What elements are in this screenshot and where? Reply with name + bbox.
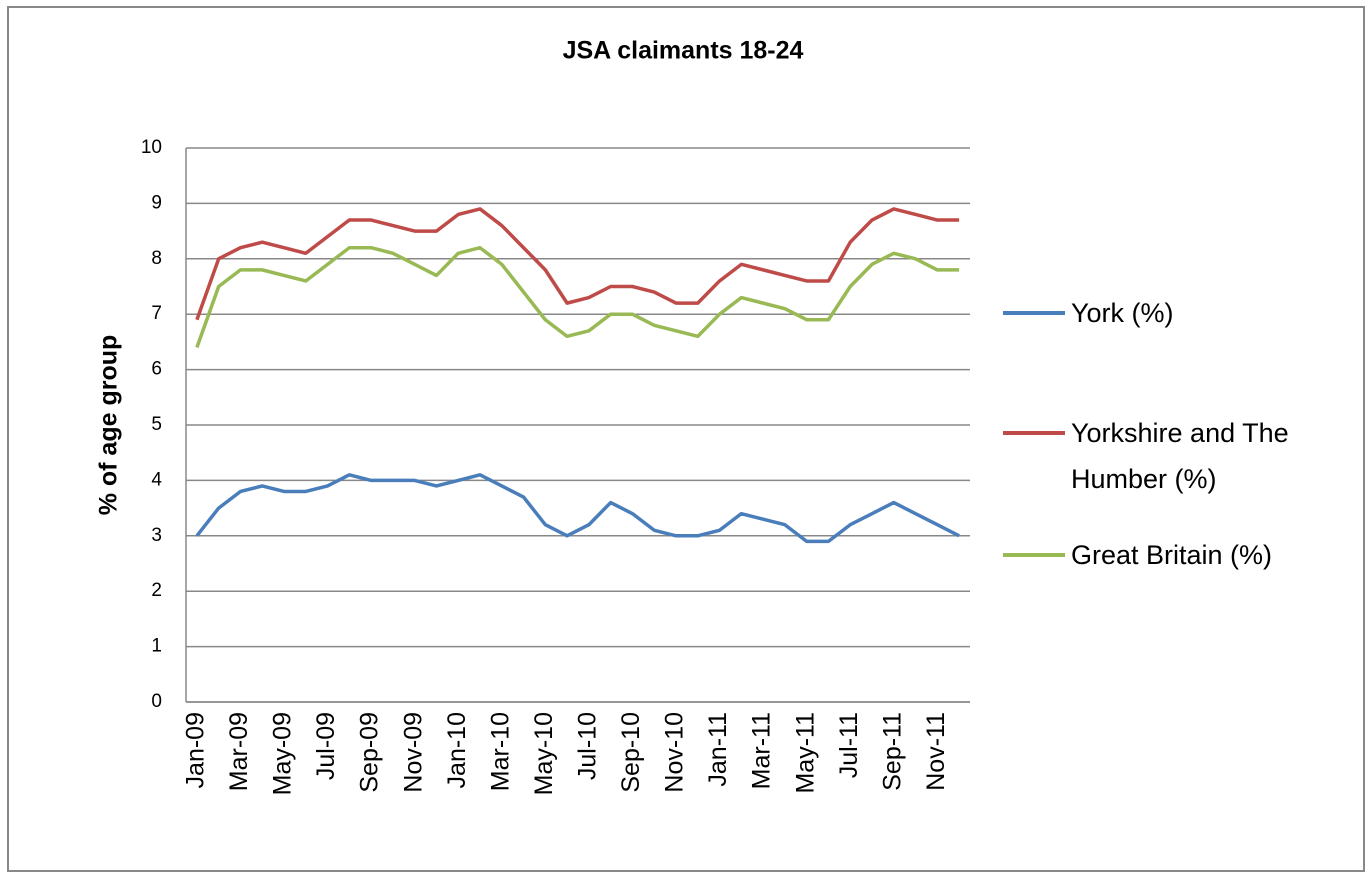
legend-item: Great Britain (%): [1003, 532, 1349, 578]
x-tick-label: Nov-09: [399, 712, 427, 793]
line-series: [195, 473, 960, 544]
chart-title: JSA claimants 18-24: [563, 37, 804, 65]
y-axis-title: % of age group: [95, 335, 123, 516]
y-tick-label: 5: [151, 414, 162, 435]
x-tick-label: Jan-09: [181, 712, 209, 788]
y-tick-label: 2: [151, 580, 162, 601]
y-tick-label: 7: [151, 303, 162, 324]
y-tick-label: 1: [151, 636, 162, 657]
y-tick-label: 10: [141, 137, 162, 158]
x-tick-label: Jul-11: [835, 712, 863, 778]
legend-swatch: [1003, 311, 1065, 315]
y-tick-label: 8: [151, 248, 162, 269]
y-tick-label: 0: [151, 691, 162, 712]
y-tick-label: 4: [151, 469, 162, 490]
legend-label: Great Britain (%): [1071, 540, 1273, 570]
x-tick-label: May-10: [530, 712, 558, 795]
x-tick-label: May-11: [791, 712, 819, 794]
legend-label: Yorkshire and The Humber (%): [1071, 418, 1289, 494]
y-tick-label: 9: [151, 192, 162, 213]
x-tick-label: Mar-09: [225, 712, 253, 791]
line-series: [195, 245, 960, 349]
x-tick-label: May-09: [269, 712, 297, 795]
x-tick-label: Jan-11: [704, 712, 732, 787]
y-tick-label: 6: [151, 359, 162, 380]
y-tick-label: 3: [151, 525, 162, 546]
x-tick-label: Mar-10: [486, 712, 514, 791]
x-tick-label: Jul-10: [573, 712, 601, 780]
x-tick-label: Nov-11: [922, 712, 950, 791]
x-tick-label: Jul-09: [312, 712, 340, 780]
legend-swatch: [1003, 431, 1065, 435]
legend-swatch: [1003, 553, 1065, 557]
legend-item: York (%): [1003, 290, 1349, 336]
x-tick-label: Jan-10: [443, 712, 471, 788]
legend-label: York (%): [1071, 298, 1174, 328]
chart-border: [7, 6, 1365, 872]
legend-item: Yorkshire and The Humber (%): [1003, 410, 1349, 502]
x-tick-label: Sep-09: [356, 712, 384, 793]
line-series: [195, 207, 960, 321]
x-tick-label: Mar-11: [748, 712, 776, 789]
x-tick-label: Sep-10: [617, 712, 645, 793]
x-tick-label: Nov-10: [661, 712, 689, 793]
x-tick-label: Sep-11: [878, 712, 906, 791]
